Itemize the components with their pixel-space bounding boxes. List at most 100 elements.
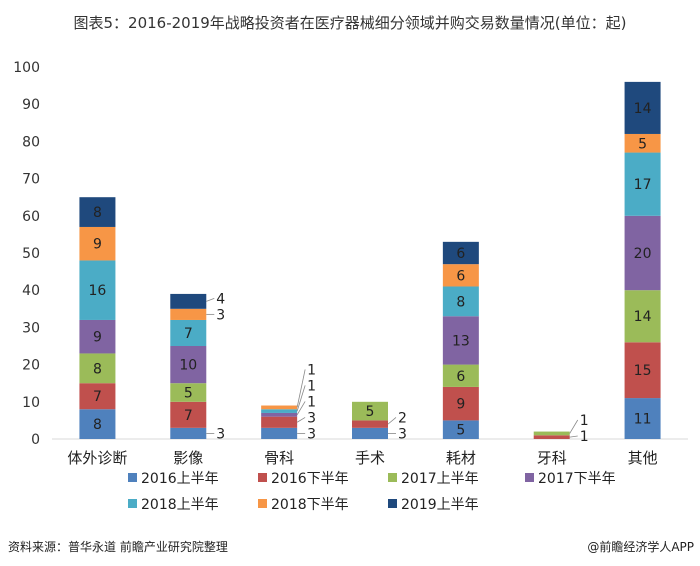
data-label: 17 (634, 177, 652, 193)
data-label: 3 (216, 426, 225, 442)
data-label: 13 (452, 333, 470, 349)
data-label: 1 (580, 429, 589, 445)
data-label-leader (296, 369, 306, 408)
legend-swatch (388, 499, 397, 508)
bar-segment (79, 409, 116, 439)
bar-segment (533, 435, 570, 439)
legend-swatch (128, 499, 137, 508)
y-tick-label: 0 (31, 432, 40, 448)
legend-label: 2019上半年 (401, 497, 479, 513)
bar-segment (624, 133, 661, 153)
data-label: 1 (307, 362, 316, 378)
bar-segment (261, 405, 298, 410)
y-tick-label: 30 (22, 320, 40, 336)
bar-segment (261, 427, 298, 439)
x-tick-label: 牙科 (537, 449, 567, 467)
data-label: 14 (634, 309, 652, 325)
bar-segment (442, 241, 479, 265)
legend-swatch (388, 473, 397, 482)
bar-segment (79, 197, 116, 227)
y-tick-label: 10 (22, 395, 40, 411)
data-label: 8 (456, 294, 465, 310)
bar-segment (533, 431, 570, 436)
data-label-leader (296, 417, 306, 423)
bar-segment (79, 319, 116, 354)
x-tick-label: 骨科 (264, 449, 294, 467)
data-label: 6 (456, 369, 465, 385)
bar-segment (170, 383, 207, 402)
data-label: 20 (634, 246, 652, 262)
data-label: 7 (184, 326, 193, 342)
bar-segment (442, 264, 479, 287)
legend-label: 2018上半年 (141, 497, 219, 513)
chart-title: 图表5：2016-2019年战略投资者在医疗器械细分领域并购交易数量情况(单位：… (73, 14, 627, 32)
legend-swatch (128, 473, 137, 482)
bar-segment (79, 353, 116, 384)
data-label: 8 (93, 205, 102, 221)
y-tick-label: 20 (22, 358, 40, 374)
bar-segment (79, 383, 116, 410)
data-label: 7 (93, 389, 102, 405)
bar-segment (352, 401, 388, 421)
legend-label: 2016下半年 (271, 471, 349, 487)
data-label: 2 (398, 410, 407, 426)
data-label: 15 (634, 363, 652, 379)
bar-segment (261, 409, 298, 413)
data-label: 16 (89, 283, 107, 299)
y-tick-label: 50 (22, 246, 40, 262)
legend-label: 2016上半年 (141, 471, 219, 487)
data-label: 6 (456, 246, 465, 262)
legend-swatch (258, 473, 267, 482)
bar-segment (352, 427, 388, 439)
data-label-leader (569, 435, 578, 438)
y-tick-label: 100 (13, 60, 40, 76)
bar-segment (170, 319, 207, 346)
y-tick-label: 90 (22, 97, 40, 113)
bar-segment (624, 215, 661, 291)
bar-segment (261, 412, 298, 417)
source-note: 资料来源：普华永道 前瞻产业研究院整理 (8, 540, 228, 554)
data-label: 1 (307, 394, 316, 410)
data-label-leader (387, 417, 397, 425)
data-label: 9 (93, 237, 102, 253)
bar-segment (624, 398, 661, 439)
data-label: 3 (307, 410, 316, 426)
bar-segment (624, 290, 661, 343)
x-tick-label: 体外诊断 (67, 449, 127, 467)
bar-segment (442, 316, 479, 365)
data-label: 8 (93, 417, 102, 433)
y-tick-label: 70 (22, 172, 40, 188)
x-tick-label: 手术 (355, 449, 385, 467)
bar-segment (79, 226, 116, 261)
bar-segment (261, 416, 298, 428)
data-label-leader (296, 401, 306, 416)
bar-segment (170, 427, 207, 439)
data-label: 9 (456, 397, 465, 413)
bar-segment (352, 420, 388, 428)
x-tick-label: 耗材 (446, 449, 476, 467)
legend-label: 2017上半年 (401, 471, 479, 487)
data-label: 14 (634, 101, 652, 117)
data-label: 3 (216, 307, 225, 323)
bar-segment (170, 293, 207, 309)
bar-segment (442, 420, 479, 439)
x-tick-label: 影像 (173, 449, 203, 467)
data-label: 10 (179, 358, 197, 374)
data-label-leader (296, 385, 306, 412)
bar-segment (79, 260, 116, 320)
data-label: 3 (307, 426, 316, 442)
brand-note: @前瞻经济学人APP (587, 540, 694, 554)
legend-swatch (525, 473, 534, 482)
data-label: 11 (634, 412, 652, 428)
bar-segment (624, 152, 661, 216)
data-label-leader (206, 298, 215, 302)
bar-segment (442, 386, 479, 421)
data-label: 8 (93, 361, 102, 377)
data-label: 9 (93, 330, 102, 346)
data-label: 5 (184, 386, 193, 402)
y-tick-label: 40 (22, 283, 40, 299)
data-label-leader (569, 419, 579, 434)
data-label: 1 (580, 413, 589, 429)
